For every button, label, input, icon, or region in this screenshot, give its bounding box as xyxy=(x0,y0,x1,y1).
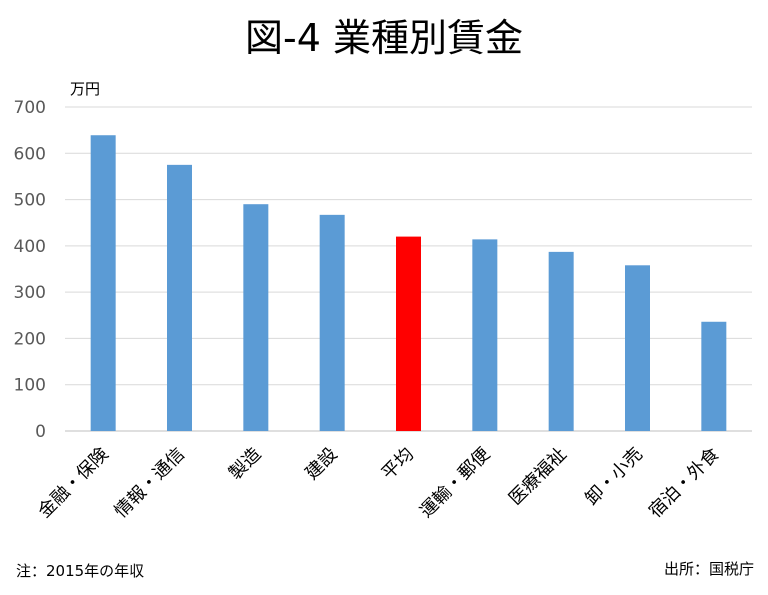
bar xyxy=(625,265,650,431)
x-tick-label: 建設 xyxy=(301,444,341,484)
footnote: 注：2015年の年収 xyxy=(16,562,145,580)
bar xyxy=(243,204,269,431)
chart-title: 図-4 業種別賃金 xyxy=(245,16,523,60)
y-tick-label: 700 xyxy=(14,98,46,118)
source-credit: 出所：国税庁 xyxy=(663,560,754,578)
y-tick-label: 500 xyxy=(14,191,46,211)
x-tick-label: 平均 xyxy=(378,444,418,484)
bar xyxy=(167,164,192,431)
y-axis-unit-label: 万円 xyxy=(70,80,101,98)
bar xyxy=(319,214,345,431)
x-tick-label: 医療福祉 xyxy=(505,444,571,510)
x-tick-label: 卸・小売 xyxy=(581,444,647,510)
bar xyxy=(548,251,574,431)
bar xyxy=(472,239,498,431)
x-tick-label: 運輸・郵便 xyxy=(416,444,494,522)
x-tick-label: 金融・保険 xyxy=(34,444,112,522)
x-tick-label: 製造 xyxy=(225,444,265,484)
bar xyxy=(701,321,727,431)
bar xyxy=(396,236,421,431)
x-tick-label: 情報・通信 xyxy=(111,444,189,522)
bar xyxy=(90,135,116,431)
y-tick-label: 0 xyxy=(35,422,46,442)
x-tick-label: 宿泊・外食 xyxy=(645,444,723,522)
y-tick-label: 400 xyxy=(14,237,46,257)
y-tick-label: 600 xyxy=(14,144,46,164)
y-tick-label: 200 xyxy=(14,329,46,349)
y-tick-label: 300 xyxy=(14,283,46,303)
y-tick-label: 100 xyxy=(14,376,46,396)
